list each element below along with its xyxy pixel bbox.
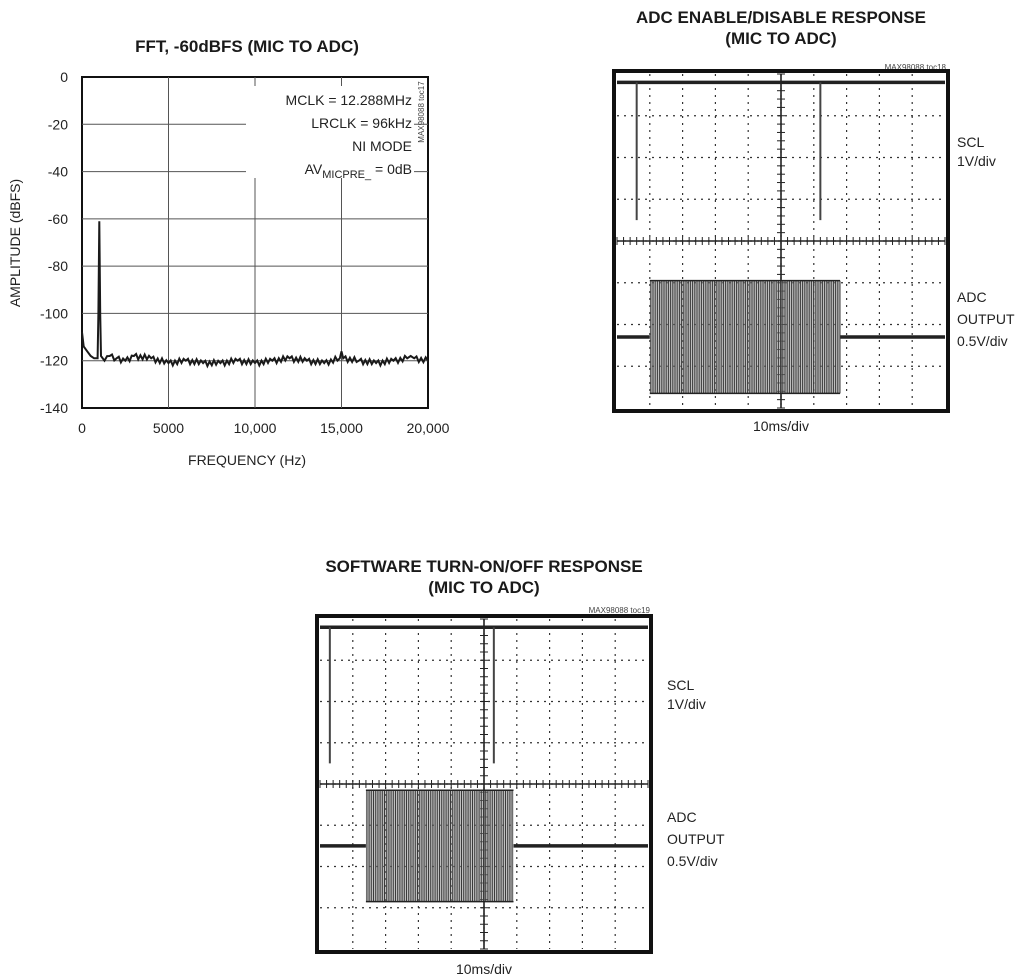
scope2-ch2-label-line3: 0.5V/div	[667, 853, 718, 869]
scope1-ch2-label-line3: 0.5V/div	[957, 333, 1008, 349]
adc-enable-scope: ADC ENABLE/DISABLE RESPONSE (MIC TO ADC)…	[612, 8, 1015, 434]
scope2-title-line1: SOFTWARE TURN-ON/OFF RESPONSE	[325, 557, 642, 576]
fft-annotation-lrclk: LRCLK = 96kHz	[311, 115, 412, 131]
fft-y-tick-label: -80	[48, 258, 68, 274]
fft-y-tick-label: -140	[40, 400, 68, 416]
fft-x-tick-label: 15,000	[320, 420, 363, 436]
scope2-ch2-label-line1: ADC	[667, 809, 697, 825]
fft-y-tick-label: -100	[40, 305, 68, 321]
fft-x-tick-label: 5000	[153, 420, 184, 436]
fft-figure-tag: MAX98088 toc17	[417, 81, 426, 143]
fft-annotation-gain: AVMICPRE_ = 0dB	[305, 161, 412, 181]
fft-x-tick-labels: 0 5000 10,000 15,000 20,000	[78, 420, 450, 436]
fft-x-axis-label: FREQUENCY (Hz)	[188, 452, 306, 468]
scope1-figure-tag: MAX98088 toc18	[885, 63, 947, 72]
fft-annotation-box: MCLK = 12.288MHz LRCLK = 96kHz NI MODE A…	[246, 86, 414, 181]
scope2-figure-tag: MAX98088 toc19	[589, 606, 651, 615]
fft-y-tick-label: -60	[48, 211, 68, 227]
software-turn-on-scope: SOFTWARE TURN-ON/OFF RESPONSE (MIC TO AD…	[315, 557, 725, 977]
fft-x-tick-label: 20,000	[407, 420, 450, 436]
scope1-ch1-label-line2: 1V/div	[957, 153, 996, 169]
fft-annotation-mode: NI MODE	[352, 138, 412, 154]
fft-chart: FFT, -60dBFS (MIC TO ADC) 0 -20 -40 -60 -80 -…	[7, 37, 450, 468]
scope2-adc-burst-waveform	[366, 790, 513, 902]
scope1-timebase-label: 10ms/div	[753, 418, 809, 434]
scope1-ch2-label-line2: OUTPUT	[957, 311, 1015, 327]
fft-y-tick-label: -120	[40, 353, 68, 369]
scope1-adc-burst-waveform	[650, 280, 841, 394]
fft-y-tick-labels: 0 -20 -40 -60 -80 -100 -120 -140	[40, 69, 68, 416]
scope1-title-line1: ADC ENABLE/DISABLE RESPONSE	[636, 8, 926, 27]
fft-x-tick-label: 0	[78, 420, 86, 436]
fft-annotation-mclk: MCLK = 12.288MHz	[286, 92, 412, 108]
scope2-ch2-label-line2: OUTPUT	[667, 831, 725, 847]
scope1-ch2-label-line1: ADC	[957, 289, 987, 305]
scope1-screen	[612, 69, 950, 413]
scope2-title-line2: (MIC TO ADC)	[428, 578, 539, 597]
fft-title: FFT, -60dBFS (MIC TO ADC)	[135, 37, 359, 56]
fft-y-axis-label: AMPLITUDE (dBFS)	[7, 179, 23, 307]
scope2-ch1-label-line1: SCL	[667, 677, 694, 693]
scope2-ch1-label-line2: 1V/div	[667, 696, 706, 712]
fft-x-tick-label: 10,000	[234, 420, 277, 436]
scope1-title-line2: (MIC TO ADC)	[725, 29, 836, 48]
scope2-screen	[315, 614, 653, 954]
fft-y-tick-label: 0	[60, 69, 68, 85]
scope1-ch1-label-line1: SCL	[957, 134, 984, 150]
fft-y-tick-label: -40	[48, 164, 68, 180]
fft-y-tick-label: -20	[48, 116, 68, 132]
fft-series-line	[81, 221, 429, 369]
scope2-timebase-label: 10ms/div	[456, 961, 512, 977]
